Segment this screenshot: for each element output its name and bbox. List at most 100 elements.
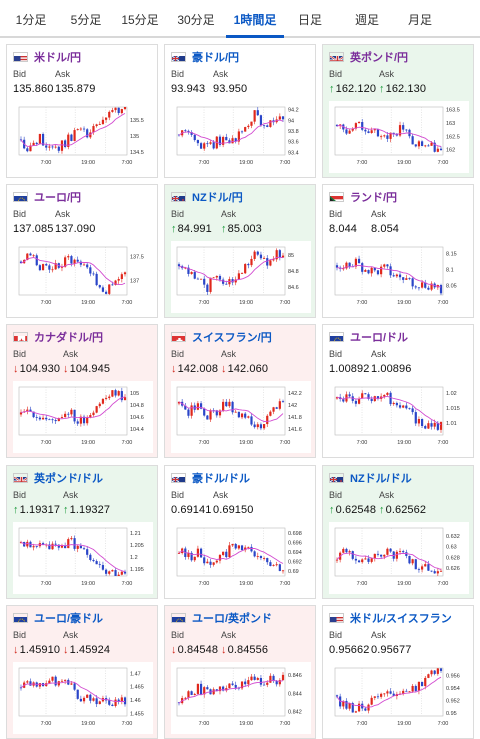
- tab-4[interactable]: 1時間足: [226, 0, 284, 36]
- candle-body: [105, 398, 107, 399]
- pair-link[interactable]: NZドル/ドル: [350, 470, 412, 486]
- candle-body: [89, 695, 91, 701]
- ask-text: 1.00896: [371, 363, 411, 375]
- candle-body: [228, 402, 230, 406]
- plot-frame: [335, 528, 443, 576]
- x-tick-label: 7:00: [122, 160, 133, 166]
- candle-body: [45, 418, 47, 419]
- bid-label: Bid: [329, 490, 342, 500]
- ask-value: 137.090: [55, 223, 95, 235]
- tab-7[interactable]: 月足: [398, 0, 442, 36]
- pair-link[interactable]: ユーロ/豪ドル: [34, 610, 103, 626]
- candle-body: [92, 698, 94, 700]
- candle-body: [279, 564, 281, 571]
- ch-flag-icon: [171, 332, 186, 342]
- candle-body: [399, 275, 401, 278]
- candle-body: [260, 556, 262, 558]
- pair-link[interactable]: 英ポンド/円: [350, 49, 408, 65]
- pair-link[interactable]: ユーロ/英ポンド: [192, 610, 272, 626]
- candle-body: [247, 547, 249, 548]
- candle-body: [247, 264, 249, 265]
- candle-body: [279, 250, 281, 257]
- tab-5[interactable]: 日足: [288, 0, 332, 36]
- pair-link[interactable]: 米ドル/円: [34, 49, 81, 65]
- pair-link[interactable]: 米ドル/スイスフラン: [350, 610, 452, 626]
- pair-link[interactable]: ユーロ/ドル: [350, 329, 408, 345]
- bid-label: Bid: [13, 490, 26, 500]
- tab-1[interactable]: 5分足: [60, 0, 112, 36]
- pair-link[interactable]: カナダドル/円: [34, 329, 103, 345]
- candle-body: [383, 693, 385, 694]
- y-tick-label: 0.844: [288, 691, 302, 697]
- pair-link[interactable]: 豪ドル/円: [192, 49, 239, 65]
- y-tick-label: 8.1: [446, 267, 454, 273]
- candle-body: [231, 402, 233, 412]
- candle-body: [48, 265, 50, 269]
- candle-body: [386, 135, 388, 139]
- y-tick-label: 0.696: [288, 540, 302, 546]
- candle-body: [86, 549, 88, 555]
- candle-body: [437, 571, 439, 573]
- candle-body: [121, 109, 123, 113]
- tab-6[interactable]: 週足: [340, 0, 394, 36]
- candle-body: [260, 678, 262, 685]
- bid-text: 104.930: [20, 363, 60, 375]
- candle-body: [203, 409, 205, 416]
- pair-link[interactable]: NZドル/円: [192, 189, 243, 205]
- candle-body: [61, 140, 63, 150]
- candle-body: [336, 560, 338, 561]
- tab-3[interactable]: 30分足: [170, 0, 222, 36]
- candle-body: [374, 554, 376, 558]
- y-tick-label: 1.02: [446, 391, 457, 397]
- candle-body: [336, 265, 338, 267]
- pair-link[interactable]: スイスフラン/円: [192, 329, 272, 345]
- candle-body: [238, 273, 240, 279]
- arrow-down-icon: ↓: [63, 363, 69, 375]
- candle-body: [412, 278, 414, 286]
- candle-body: [197, 279, 199, 280]
- candle-body: [73, 260, 75, 264]
- pair-link[interactable]: ランド/円: [350, 189, 397, 205]
- pair-link[interactable]: ユーロ/円: [34, 189, 81, 205]
- candle-body: [380, 136, 382, 137]
- tab-2[interactable]: 15分足: [114, 0, 166, 36]
- pair-link[interactable]: 英ポンド/ドル: [34, 470, 103, 486]
- pair-link[interactable]: 豪ドル/ドル: [192, 470, 250, 486]
- candle-body: [45, 145, 47, 147]
- tab-0[interactable]: 1分足: [6, 0, 56, 36]
- candle-body: [358, 122, 360, 123]
- candle-body: [396, 403, 398, 405]
